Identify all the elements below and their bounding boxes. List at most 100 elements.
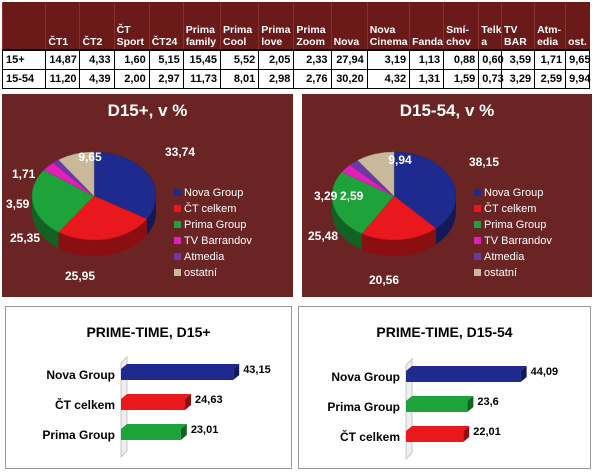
slice-label: 9,94	[388, 153, 412, 167]
legend-swatch	[174, 189, 181, 196]
category-label: Prima Group	[42, 428, 115, 442]
legend-label: ČT celkem	[184, 202, 236, 215]
table-cell: 3,59	[501, 49, 536, 70]
legend-label: Atmedia	[484, 251, 525, 263]
table-cell: 14,87	[45, 49, 81, 70]
bar-top	[406, 396, 474, 401]
table-cell: 2,76	[293, 68, 332, 89]
legend-label: ČT celkem	[484, 202, 536, 215]
slice-label: 20,56	[369, 273, 399, 287]
table-row: 15+ 14,87 4,33 1,60 5,15 15,45 5,52 2,05 2,33 27,…	[1, 49, 591, 70]
table-cell: 2,97	[148, 68, 184, 89]
col-header: ost.	[565, 2, 590, 50]
pie-side-1	[361, 228, 437, 256]
pie-slice-5	[357, 151, 395, 197]
pie-slice-0	[93, 151, 157, 220]
share-table: ČT1 ČT2 ČT Sport ČT24 Prima family Prima…	[1, 2, 591, 89]
row-label: 15+	[1, 49, 47, 70]
legend-swatch	[474, 189, 481, 196]
legend-swatch	[174, 253, 181, 260]
table-cell: 4,33	[79, 49, 115, 70]
legend-label: Atmedia	[184, 251, 225, 263]
bar-panel-d15plus: PRIME-TIME, D15+ Nova Group 43,15 ČT celkem…	[5, 306, 292, 469]
slice-label: 25,48	[308, 229, 338, 243]
pie-slice-0	[393, 151, 457, 229]
col-header: ČT2	[79, 2, 115, 50]
col-header: Prima Cool	[219, 2, 259, 50]
bar	[121, 399, 186, 410]
legend-swatch	[474, 253, 481, 260]
col-header: ČT24	[148, 2, 184, 50]
table-cell: 2,98	[258, 68, 295, 89]
category-label: ČT celkem	[55, 397, 115, 412]
bar-value-label: 44,09	[531, 366, 559, 378]
bar-value-label: 22,01	[473, 426, 501, 438]
table-cell: 2,05	[258, 49, 295, 70]
slice-label: 33,74	[165, 145, 195, 159]
table-cell: 9,94	[565, 68, 591, 89]
bar-panel-d1554: PRIME-TIME, D15-54 Nova Group 44,09 Prima G…	[298, 306, 591, 469]
bar-top	[121, 364, 240, 369]
pie-slice-1	[361, 195, 437, 241]
col-header: Prima Zoom	[293, 2, 332, 50]
chart-title: D15-54, v %	[400, 101, 495, 120]
legend-swatch	[474, 269, 481, 276]
bar-top	[121, 424, 187, 429]
bar-value-label: 23,6	[477, 396, 498, 408]
col-header: TV BAR	[501, 2, 535, 50]
table-header-row: ČT1 ČT2 ČT Sport ČT24 Prima family Prima…	[1, 2, 590, 50]
pie-slice-2	[331, 171, 395, 234]
chart-title: PRIME-TIME, D15+	[86, 324, 210, 340]
row-label: 15-54	[1, 68, 47, 89]
pie-panel-d1554: D15-54, v % 38,15 20,56 25,48 3,29 2,59 9,94 No…	[302, 94, 592, 297]
pie-side-0	[146, 196, 156, 235]
table-cell: 0,60	[478, 49, 504, 70]
pie-slice-1	[58, 195, 148, 241]
table-cell: 5,15	[148, 49, 184, 70]
legend-swatch	[174, 221, 181, 228]
table-cell: 3,29	[501, 68, 536, 89]
pie-slice-5	[58, 151, 95, 197]
chart-title: PRIME-TIME, D15-54	[376, 324, 512, 340]
bar-chart-d15plus: PRIME-TIME, D15+ Nova Group 43,15 ČT celkem…	[42, 324, 271, 458]
table-cell: 4,39	[79, 68, 115, 89]
bar-end	[463, 426, 470, 442]
table-cell: 2,59	[534, 68, 567, 89]
slice-label: 3,29	[314, 189, 338, 203]
col-header: Nova Cinema	[366, 2, 410, 50]
legend-label: TV Barrandov	[484, 235, 552, 247]
table-cell: 11,20	[45, 68, 81, 89]
bar	[121, 369, 234, 380]
table-corner	[1, 2, 46, 50]
category-label: Nova Group	[46, 368, 115, 382]
bar-value-label: 43,15	[243, 364, 271, 376]
bar-end	[467, 396, 474, 412]
pie-side-1	[58, 218, 147, 256]
bar-end	[180, 424, 187, 440]
legend-swatch	[174, 205, 181, 212]
col-header: Fanda	[409, 2, 444, 50]
col-header: Prima family	[182, 2, 221, 50]
category-label: ČT celkem	[340, 429, 400, 444]
bar-value-label: 23,01	[191, 424, 219, 436]
legend-swatch	[174, 269, 181, 276]
table-cell: 0,88	[443, 49, 480, 70]
bar	[406, 431, 464, 442]
table-cell: 8,01	[219, 68, 260, 89]
col-header: Atm-edia	[534, 2, 566, 50]
col-header: Telk a	[478, 2, 502, 50]
bar-value-label: 24,63	[195, 394, 223, 406]
bar-end	[233, 364, 240, 380]
bar-chart-d1554: PRIME-TIME, D15-54 Nova Group 44,09 Prima G…	[327, 324, 559, 460]
bar	[406, 371, 521, 382]
legend-label: Nova Group	[484, 187, 543, 199]
table-cell: 5,52	[219, 49, 260, 70]
legend-label: TV Barrandov	[184, 235, 252, 247]
col-header: ČT1	[45, 2, 80, 50]
bar-end	[185, 394, 192, 410]
legend-label: Nova Group	[184, 187, 243, 199]
table-cell: 2,33	[293, 49, 332, 70]
legend-label: Prima Group	[184, 219, 246, 231]
table-cell: 1,60	[113, 49, 150, 70]
table-cell: 27,94	[330, 49, 368, 70]
